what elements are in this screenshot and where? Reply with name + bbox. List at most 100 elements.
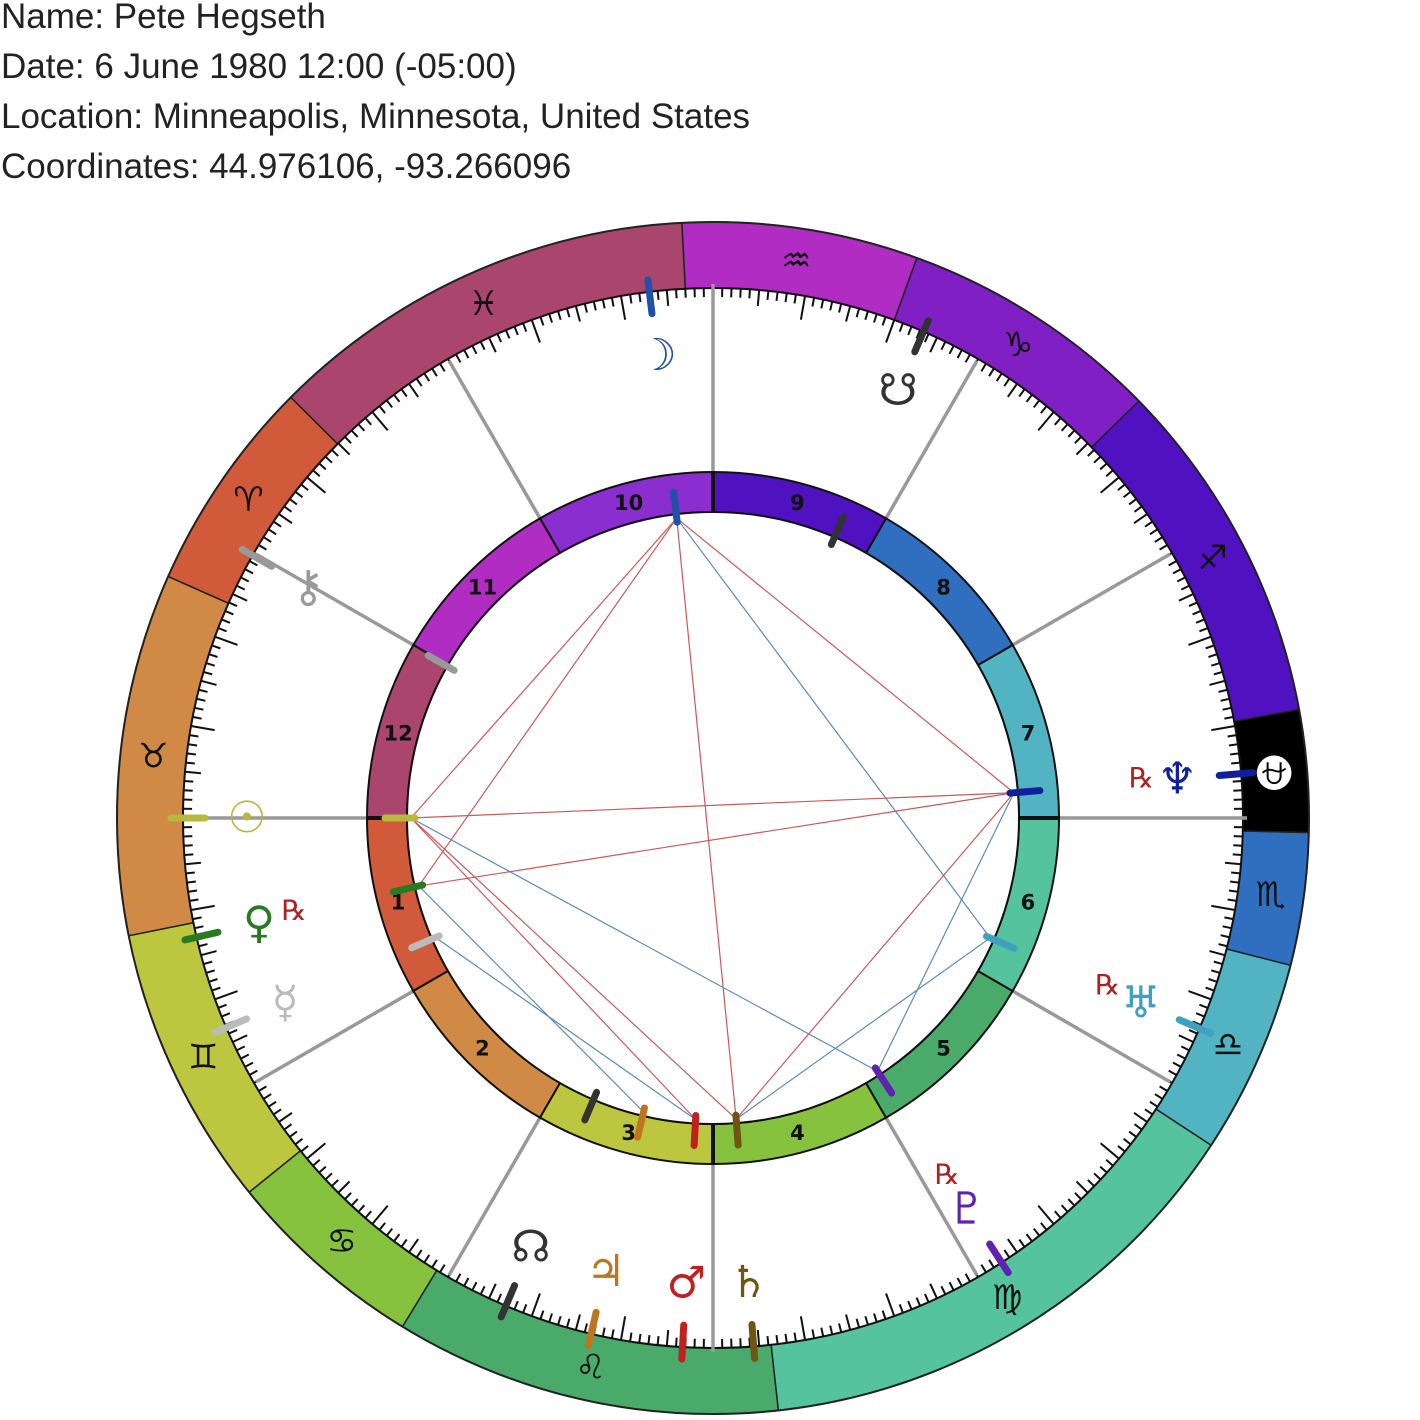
aspect-line-sun-neptune (410, 792, 1014, 819)
degree-tick (248, 560, 258, 567)
aspect-line-sun-saturn (410, 817, 737, 1120)
degree-tick (1133, 1123, 1143, 1131)
degree-tick (1208, 653, 1218, 658)
moon-outer-marker (644, 276, 656, 318)
degree-tick (1199, 1003, 1209, 1009)
degree-tick (364, 417, 372, 426)
degree-tick (1040, 1222, 1048, 1231)
degree-tick (194, 925, 204, 930)
degree-tick (811, 297, 816, 307)
degree-tick (439, 1264, 446, 1273)
house-cusp-line-12 (254, 552, 415, 647)
degree-tick (318, 1165, 327, 1174)
degree-tick (915, 329, 922, 339)
degree-tick (273, 520, 282, 528)
degree-tick (1074, 1192, 1082, 1200)
degree-tick (811, 1329, 816, 1339)
sign-glyph-scorpio-icon: ♏︎ (1255, 875, 1285, 915)
degree-tick (471, 345, 478, 355)
degree-tick (1117, 1145, 1126, 1153)
uranus-outer-marker (1175, 1016, 1214, 1037)
degree-tick (1213, 960, 1223, 966)
degree-tick (455, 353, 462, 363)
house-number-3: 3 (621, 1121, 636, 1145)
degree-tick (278, 513, 293, 525)
degree-tick (855, 308, 861, 318)
degree-tick (371, 1204, 389, 1225)
aspect-line-sun-pluto (410, 817, 878, 1072)
degree-tick (1144, 520, 1153, 528)
sign-glyph-sagittarius-icon: ♐︎ (1197, 538, 1227, 578)
degree-tick (574, 305, 581, 322)
house-number-1: 1 (391, 890, 406, 914)
degree-tick (775, 291, 779, 302)
aspect-line-moon-uranus (676, 517, 991, 939)
mars-inner-marker (690, 1112, 700, 1149)
degree-tick (1087, 449, 1095, 457)
degree-tick (1218, 943, 1228, 948)
degree-tick (1054, 417, 1062, 426)
degree-tick (198, 943, 208, 948)
degree-tick (192, 916, 202, 921)
degree-tick (1149, 1100, 1159, 1108)
degree-tick (1211, 904, 1236, 912)
degree-tick (948, 345, 955, 355)
degree-tick (980, 1264, 987, 1273)
chiron-glyph-icon: ⚷︎ (292, 562, 324, 613)
degree-tick (1037, 1204, 1055, 1225)
house-number-9: 9 (790, 491, 805, 515)
degree-tick (855, 1318, 861, 1328)
degree-tick (283, 505, 293, 513)
degree-tick (208, 978, 218, 983)
degree-tick (1231, 761, 1241, 765)
degree-tick (289, 498, 298, 506)
degree-tick (1228, 889, 1238, 893)
degree-tick (873, 1313, 878, 1323)
degree-tick (980, 363, 987, 372)
degree-tick (236, 584, 246, 591)
degree-tick (184, 770, 202, 775)
degree-tick (929, 1283, 938, 1299)
mercury-glyph-icon: ☿︎ (271, 977, 298, 1028)
degree-tick (244, 568, 254, 575)
degree-tick (273, 1108, 282, 1116)
degree-tick (557, 310, 562, 321)
degree-tick (1199, 627, 1209, 633)
venus-inner-marker (389, 881, 427, 896)
degree-tick (522, 322, 528, 332)
degree-tick (400, 1238, 408, 1248)
degree-tick (488, 337, 497, 353)
degree-tick (748, 1337, 751, 1347)
degree-tick (610, 297, 615, 307)
house-number-6: 6 (1021, 890, 1036, 914)
degree-tick (184, 861, 202, 866)
degree-tick (1176, 1053, 1186, 1060)
degree-tick (1209, 679, 1226, 686)
south-node-outer-marker (911, 317, 932, 356)
degree-tick (1025, 394, 1033, 403)
degree-tick (1229, 752, 1240, 756)
degree-tick (1224, 916, 1234, 921)
degree-tick (337, 442, 351, 456)
sun-glyph-icon: ☉︎ (227, 793, 266, 844)
degree-tick (838, 1323, 843, 1333)
degree-tick (793, 1332, 797, 1342)
degree-tick (1232, 853, 1242, 856)
degree-tick (548, 313, 553, 323)
degree-tick (1229, 880, 1240, 884)
degree-tick (318, 462, 327, 471)
degree-tick (331, 1179, 339, 1187)
degree-tick (988, 368, 995, 377)
degree-tick (766, 1336, 770, 1346)
jupiter-outer-marker (584, 1308, 600, 1349)
degree-tick (300, 483, 309, 491)
degree-tick (371, 411, 389, 432)
degree-tick (1074, 436, 1082, 444)
house-cusp-line-5 (884, 1116, 979, 1277)
degree-tick (217, 1003, 227, 1009)
degree-tick (638, 1333, 642, 1343)
degree-tick (1149, 528, 1159, 536)
degree-tick (258, 544, 267, 551)
sign-glyph-aquarius-icon: ♒︎ (781, 241, 811, 281)
degree-tick (1060, 423, 1069, 432)
